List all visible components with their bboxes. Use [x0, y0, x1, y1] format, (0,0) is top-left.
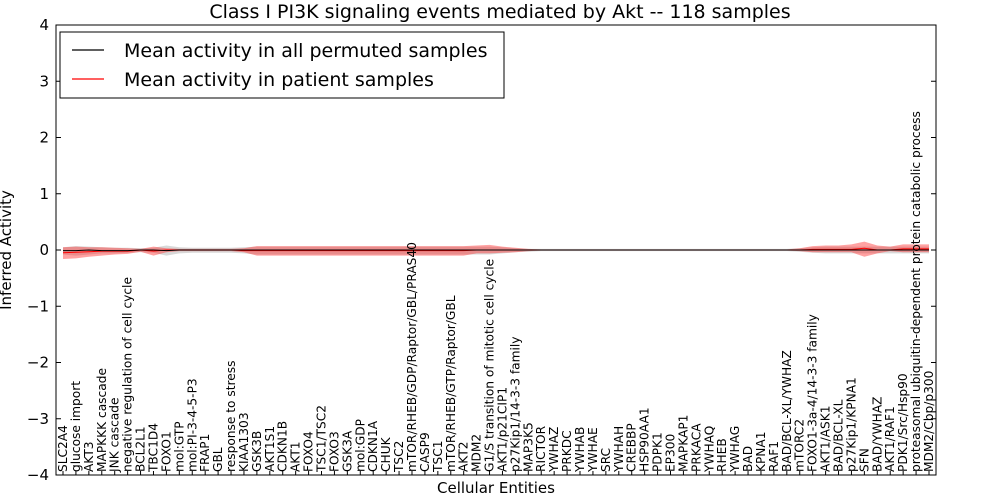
x-tick-label: proteasomal ubiquitin-dependent protein …: [909, 111, 923, 472]
x-tick-label: TBC1D4: [147, 423, 161, 473]
x-tick-label: PDK1/Src/Hsp90: [896, 373, 910, 472]
x-tick-label: mol:PI-3-4-5-P3: [185, 378, 199, 472]
x-tick-label: glucose import: [69, 381, 83, 472]
x-tick-label: SLC2A4: [56, 425, 70, 472]
x-tick-label: TSC2: [392, 441, 406, 473]
x-tick-label: RICTOR: [534, 425, 548, 472]
x-tick-label: YWHAG: [728, 426, 742, 473]
series-line-permuted: [63, 249, 929, 252]
x-tick-label: CDKN1A: [366, 420, 380, 472]
x-tick-label: mTORC2: [793, 419, 807, 472]
x-tick-label: FRAP1: [198, 434, 212, 472]
y-tick-label: −2: [27, 354, 49, 372]
x-tick-label: GSK3B: [250, 431, 264, 472]
x-tick-label: FOXO1: [159, 431, 173, 472]
x-tick-label: TSC1/TSC2: [315, 405, 329, 473]
x-tick-label: FOXO3: [327, 431, 341, 472]
x-tick-label: PRKDC: [560, 430, 574, 472]
x-tick-label: BAD/BCL-XL: [832, 399, 846, 472]
x-tick-label: CREBBP: [625, 423, 639, 472]
x-tick-label: BAD: [741, 446, 755, 472]
x-tick-label: mTOR/RHEB/GTP/Raptor/GBL: [444, 295, 458, 472]
chart-title: Class I PI3K signaling events mediated b…: [209, 1, 790, 23]
x-tick-label: AKT1: [289, 441, 303, 472]
x-tick-label: YWHAE: [586, 427, 600, 473]
y-tick-label: −4: [27, 466, 49, 484]
x-tick-label: YWHAQ: [702, 426, 716, 473]
x-tick-label: YWHAB: [573, 427, 587, 473]
x-tick-label: CHUK: [379, 436, 393, 472]
x-tick-label: p27Kip1/14-3-3 family: [508, 336, 522, 472]
legend: Mean activity in all permuted samples Me…: [59, 31, 505, 99]
x-tick-label: BAD/YWHAZ: [870, 396, 884, 472]
x-tick-label: SRC: [599, 448, 613, 472]
y-axis-label: Inferred Activity: [0, 190, 15, 310]
x-tick-label: MAP3K5: [521, 422, 535, 472]
x-tick-label: YWHAZ: [547, 427, 561, 473]
x-axis-label: Cellular Entities: [437, 479, 555, 497]
x-tick-label: G1/S transition of mitotic cell cycle: [483, 259, 497, 472]
x-tick-label: BAD/BCL-XL/YWHAZ: [780, 350, 794, 472]
y-tick-label: 0: [39, 241, 49, 259]
x-tick-label: CDKN1B: [276, 421, 290, 472]
series-lines: [62, 247, 929, 254]
x-tick-label: mol:GDP: [353, 419, 367, 472]
x-tick-label: FOXO4: [302, 431, 316, 472]
x-tick-label: mol:GTP: [172, 421, 186, 472]
y-tick-label: −1: [27, 297, 49, 315]
x-tick-label: KIAA1303: [237, 412, 251, 472]
y-tick-label: 2: [39, 129, 49, 147]
x-tick-label: response to stress: [224, 361, 238, 472]
x-tick-label: AKT1/p21CIP1: [496, 387, 510, 472]
band-permuted: [63, 245, 929, 256]
x-tick-label: CASP9: [418, 432, 432, 472]
x-tick-label: KPNA1: [754, 431, 768, 472]
y-tick-label: −3: [27, 410, 49, 428]
x-tick-label: RAF1: [767, 441, 781, 472]
x-tick-label: mTOR/RHEB/GDP/Raptor/GBL/PRAS40: [405, 242, 419, 472]
x-tick-label: p27Kip1/KPNA1: [844, 377, 858, 472]
x-tick-label: SFN: [857, 448, 871, 472]
x-tick-label: AKT3: [82, 441, 96, 472]
legend-label-patient: Mean activity in patient samples: [124, 69, 434, 91]
x-tick-label: MDM2/Cbp/p300: [922, 371, 936, 472]
x-tick-label: MAPKKK cascade: [95, 368, 109, 472]
x-tick-label: AKT1S1: [263, 426, 277, 472]
y-axis: −4 −3 −2 −1 0 1 2 3 4: [27, 16, 936, 484]
y-tick-label: 3: [39, 72, 49, 90]
x-tick-label: PDPK1: [651, 432, 665, 472]
x-tick-label: PRKACA: [689, 423, 703, 472]
x-tick-label: MDM2: [470, 434, 484, 472]
x-tick-label: YWHAH: [612, 426, 626, 473]
x-tick-label: AKT1/ASK1: [819, 405, 833, 472]
legend-box: [59, 31, 505, 99]
x-tick-label: JNK cascade: [108, 397, 122, 473]
x-tick-label: HSP90AA1: [638, 407, 652, 472]
y-tick-label: 4: [39, 16, 49, 34]
x-tick-label: GSK3A: [340, 430, 354, 472]
x-tick-label: RHEB: [715, 438, 729, 472]
x-tick-label: FOXO1-3a-4/14-3-3 family: [806, 314, 820, 472]
x-tick-label: BCL2L1: [134, 426, 148, 472]
x-tick-label: TSC1: [431, 441, 445, 473]
x-tick-label: AKT2: [457, 441, 471, 472]
x-tick-label: EP300: [664, 434, 678, 472]
x-tick-label: negative regulation of cell cycle: [121, 277, 135, 472]
x-tick-label: MAPKAP1: [676, 415, 690, 472]
x-tick-label: AKT1/RAF1: [883, 406, 897, 472]
y-tick-label: 1: [39, 185, 49, 203]
x-tick-label: GBL: [211, 447, 225, 472]
legend-label-permuted: Mean activity in all permuted samples: [124, 40, 487, 62]
